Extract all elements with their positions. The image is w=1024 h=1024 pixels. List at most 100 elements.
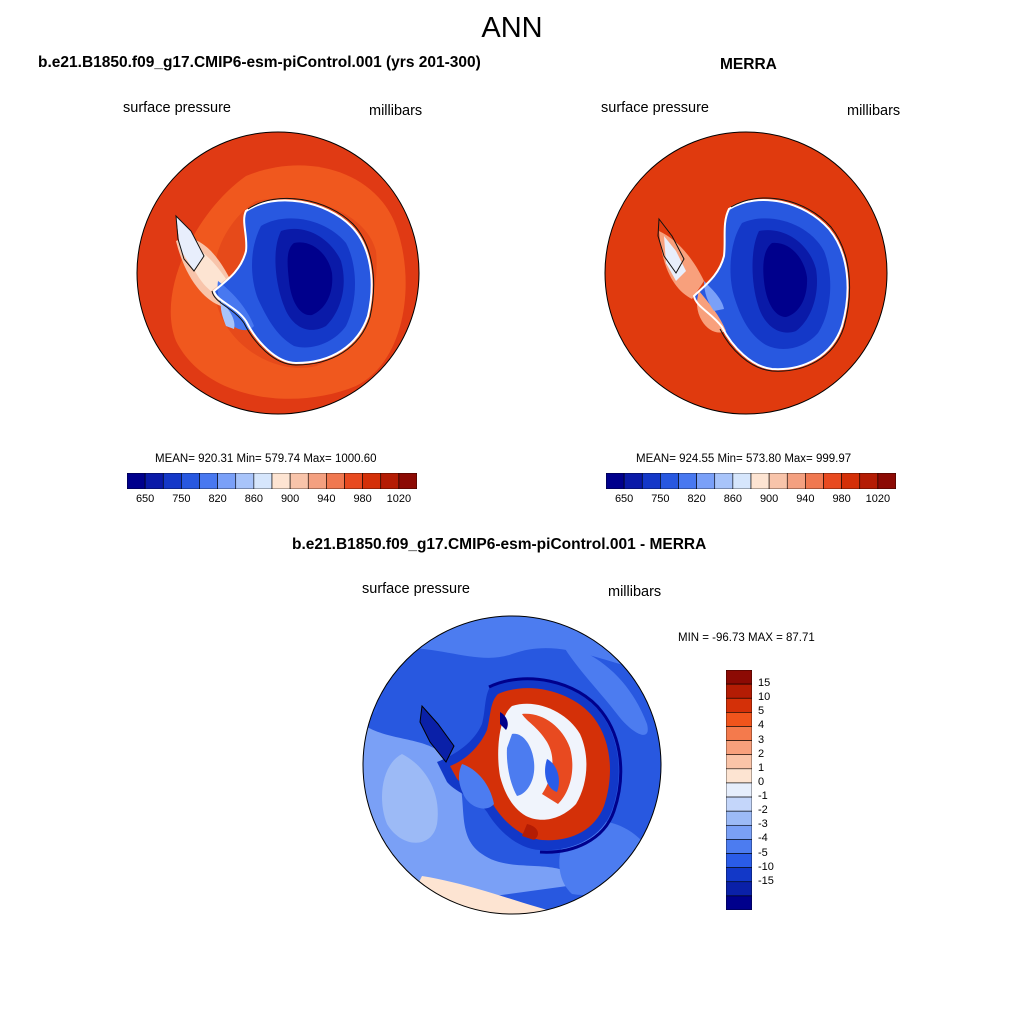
colorbar-tick-label: 1020 [865,493,891,505]
colorbar-tick-label: 5 [758,705,765,718]
panel2-variable-label: surface pressure [601,100,709,116]
colorbar-swatch [726,881,752,897]
colorbar-tick-label: 0 [758,775,765,788]
colorbar-tick-label: -2 [758,804,768,817]
colorbar-tick-label: 650 [135,493,155,505]
colorbar-swatch [841,473,861,489]
colorbar-swatch [726,867,752,883]
colorbar-swatch [289,473,309,489]
panel2-title: MERRA [720,56,777,73]
panel2-units-label: millibars [847,103,901,119]
colorbar-tick-label: 980 [832,493,851,505]
colorbar-tick-label: 940 [796,493,815,505]
panel3-stats: MIN = -96.73 MAX = 87.71 [678,632,815,644]
colorbar-tick-label: 1 [758,761,765,774]
panel1-map [136,131,420,415]
colorbar-swatch [750,473,770,489]
colorbar-swatch [678,473,697,489]
colorbar-tick-label: 860 [244,493,264,505]
colorbar-swatch [726,754,752,770]
colorbar-swatch [726,740,752,756]
colorbar-swatch [726,697,752,713]
colorbar-swatch [726,782,752,798]
colorbar-swatch [726,670,752,685]
colorbar-tick-label: 900 [280,493,300,505]
colorbar-swatch [326,473,345,489]
colorbar-tick-label: -3 [758,818,768,831]
panel3-units-label: millibars [608,584,662,600]
colorbar-swatch [307,473,327,489]
panel1-units-label: millibars [369,103,423,119]
colorbar-tick-label: 15 [758,677,771,690]
colorbar-swatch [768,473,788,489]
panel2-map [604,131,888,415]
colorbar-swatch [271,473,291,489]
colorbar-swatch [398,473,417,489]
panel3-title: b.e21.B1850.f09_g17.CMIP6-esm-piControl.… [292,536,707,553]
panel1-variable-label: surface pressure [123,100,231,116]
colorbar-swatch [623,473,643,489]
panel3-map [362,615,662,915]
colorbar-swatch [380,473,400,489]
colorbar-tick-label: 820 [208,493,227,505]
colorbar-swatch [726,839,752,854]
colorbar-swatch [144,473,164,489]
panel2-stats: MEAN= 924.55 Min= 573.80 Max= 999.97 [636,453,852,465]
colorbar-swatch [726,853,752,868]
colorbar-tick-label: 940 [317,493,336,505]
colorbar-tick-label: -10 [758,860,774,873]
colorbar-swatch [726,768,752,784]
colorbar-swatch [127,473,146,489]
colorbar-swatch [235,473,255,489]
colorbar-tick-label: 2 [758,747,765,760]
panel1-title: b.e21.B1850.f09_g17.CMIP6-esm-piControl.… [38,54,481,71]
colorbar-tick-label: 10 [758,691,771,704]
colorbar-swatch [199,473,218,489]
colorbar-swatch [217,473,237,489]
colorbar-tick-label: 3 [758,733,765,746]
colorbar-tick-label: 750 [651,493,670,505]
colorbar-swatch [726,810,752,826]
colorbar-tick-label: -15 [758,874,774,887]
colorbar-swatch [696,473,716,489]
colorbar-tick-label: 4 [758,719,765,732]
colorbar-tick-label: 750 [172,493,191,505]
colorbar-tick-label: -1 [758,790,768,803]
colorbar-swatch [823,473,842,489]
panel2-colorbar-labels: 650 750 820 860 900 940 980 1020 [0,493,1024,509]
colorbar-swatch [726,895,752,910]
colorbar-tick-label: 820 [687,493,706,505]
colorbar-swatch [726,824,752,840]
colorbar-swatch [726,726,752,741]
colorbar-swatch [641,473,661,489]
colorbar-tick-label: 900 [759,493,779,505]
colorbar-swatch [726,712,752,727]
panel2-colorbar [606,473,896,489]
main-title: ANN [481,12,543,44]
colorbar-tick-label: -4 [758,832,768,845]
panel3-colorbar [726,670,752,910]
colorbar-swatch [181,473,200,489]
colorbar-tick-label: 650 [614,493,634,505]
colorbar-swatch [162,473,182,489]
panel3-variable-label: surface pressure [362,581,470,597]
colorbar-swatch [726,683,752,699]
colorbar-swatch [362,473,382,489]
colorbar-swatch [805,473,824,489]
colorbar-swatch [726,796,752,812]
colorbar-swatch [786,473,806,489]
colorbar-swatch [877,473,896,489]
colorbar-tick-label: 1020 [386,493,412,505]
panel1-colorbar-labels: 650 750 820 860 900 940 980 1020 [0,493,1024,509]
panel1-stats: MEAN= 920.31 Min= 579.74 Max= 1000.60 [155,453,377,465]
colorbar-tick-label: 860 [723,493,743,505]
colorbar-swatch [660,473,679,489]
colorbar-tick-label: -5 [758,846,768,859]
colorbar-swatch [344,473,363,489]
colorbar-swatch [732,473,752,489]
panel1-colorbar [127,473,417,489]
colorbar-swatch [714,473,734,489]
colorbar-swatch [606,473,625,489]
colorbar-tick-label: 980 [353,493,372,505]
colorbar-swatch [253,473,273,489]
